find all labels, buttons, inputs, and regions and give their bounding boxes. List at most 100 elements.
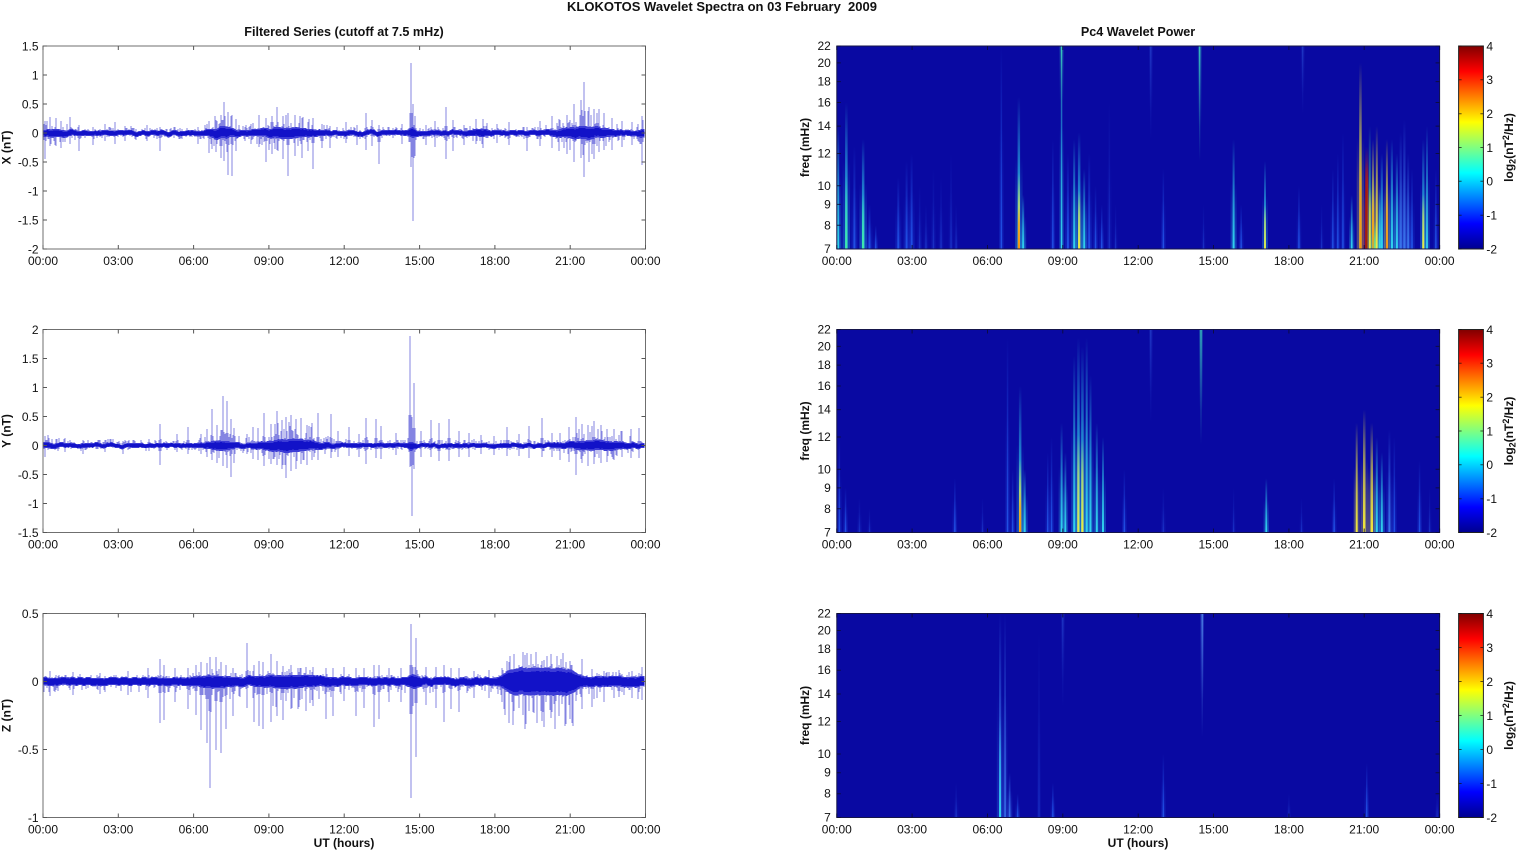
svg-text:03:00: 03:00 (103, 538, 133, 552)
svg-text:00:00: 00:00 (28, 254, 58, 268)
svg-text:03:00: 03:00 (897, 823, 927, 837)
svg-text:-2: -2 (1486, 526, 1497, 540)
svg-text:21:00: 21:00 (555, 823, 585, 837)
svg-text:00:00: 00:00 (630, 538, 660, 552)
svg-text:18: 18 (817, 358, 831, 372)
svg-text:3: 3 (1486, 357, 1493, 371)
svg-text:-1: -1 (28, 811, 39, 825)
svg-text:15:00: 15:00 (1198, 254, 1228, 268)
svg-text:9: 9 (824, 481, 831, 495)
svg-text:00:00: 00:00 (28, 538, 58, 552)
svg-text:18:00: 18:00 (480, 538, 510, 552)
svg-text:03:00: 03:00 (897, 254, 927, 268)
svg-text:22: 22 (817, 323, 831, 337)
svg-text:00:00: 00:00 (1425, 254, 1455, 268)
svg-text:21:00: 21:00 (1349, 823, 1379, 837)
svg-text:12:00: 12:00 (329, 823, 359, 837)
svg-text:7: 7 (824, 811, 831, 825)
svg-text:12:00: 12:00 (329, 254, 359, 268)
svg-text:0: 0 (32, 675, 39, 689)
svg-text:06:00: 06:00 (972, 538, 1002, 552)
svg-text:16: 16 (817, 96, 831, 110)
svg-text:1.5: 1.5 (22, 39, 39, 53)
svg-text:06:00: 06:00 (972, 254, 1002, 268)
svg-text:0.5: 0.5 (22, 410, 39, 424)
svg-text:20: 20 (817, 339, 831, 353)
svg-text:22: 22 (817, 39, 831, 53)
svg-text:18:00: 18:00 (1274, 538, 1304, 552)
svg-text:00:00: 00:00 (822, 254, 852, 268)
svg-text:21:00: 21:00 (1349, 538, 1379, 552)
svg-text:15:00: 15:00 (1198, 538, 1228, 552)
svg-text:3: 3 (1486, 641, 1493, 655)
svg-text:-1: -1 (1486, 492, 1497, 506)
svg-text:7: 7 (824, 526, 831, 540)
svg-text:00:00: 00:00 (822, 538, 852, 552)
svg-text:-1: -1 (1486, 777, 1497, 791)
svg-text:-1.5: -1.5 (18, 526, 39, 540)
svg-text:4: 4 (1486, 39, 1493, 53)
svg-text:09:00: 09:00 (254, 823, 284, 837)
svg-text:9: 9 (824, 766, 831, 780)
svg-text:09:00: 09:00 (1048, 823, 1078, 837)
svg-text:UT (hours): UT (hours) (314, 836, 375, 850)
svg-text:09:00: 09:00 (254, 538, 284, 552)
svg-text:freq (mHz): freq (mHz) (798, 401, 812, 460)
svg-text:0: 0 (32, 439, 39, 453)
svg-text:Pc4 Wavelet Power: Pc4 Wavelet Power (1081, 25, 1195, 39)
svg-text:00:00: 00:00 (630, 823, 660, 837)
svg-text:14: 14 (817, 687, 831, 701)
svg-text:06:00: 06:00 (972, 823, 1002, 837)
svg-text:06:00: 06:00 (179, 823, 209, 837)
svg-text:2: 2 (1486, 391, 1493, 405)
svg-text:10: 10 (817, 179, 831, 193)
svg-text:log2(nT2/Hz): log2(nT2/Hz) (1501, 113, 1518, 182)
svg-text:09:00: 09:00 (254, 254, 284, 268)
svg-text:freq (mHz): freq (mHz) (798, 686, 812, 745)
svg-text:15:00: 15:00 (405, 254, 435, 268)
svg-text:10: 10 (817, 747, 831, 761)
svg-text:03:00: 03:00 (103, 254, 133, 268)
svg-text:1: 1 (1486, 709, 1493, 723)
svg-text:8: 8 (824, 787, 831, 801)
svg-text:00:00: 00:00 (28, 823, 58, 837)
svg-text:18: 18 (817, 642, 831, 656)
svg-text:20: 20 (817, 624, 831, 638)
svg-text:UT (hours): UT (hours) (1108, 836, 1169, 850)
svg-text:09:00: 09:00 (1048, 254, 1078, 268)
svg-text:0.5: 0.5 (22, 607, 39, 621)
svg-text:0: 0 (1486, 175, 1493, 189)
svg-text:-0.5: -0.5 (18, 155, 39, 169)
svg-text:10: 10 (817, 462, 831, 476)
svg-text:1: 1 (1486, 424, 1493, 438)
svg-text:1: 1 (32, 68, 39, 82)
svg-text:15:00: 15:00 (1198, 823, 1228, 837)
svg-text:14: 14 (817, 403, 831, 417)
svg-text:log2(nT2/Hz): log2(nT2/Hz) (1501, 681, 1518, 750)
svg-text:-1: -1 (28, 497, 39, 511)
svg-text:Filtered Series (cutoff at 7.5: Filtered Series (cutoff at 7.5 mHz) (244, 25, 443, 39)
svg-text:2: 2 (1486, 675, 1493, 689)
svg-text:14: 14 (817, 119, 831, 133)
svg-text:9: 9 (824, 197, 831, 211)
svg-text:-2: -2 (1486, 811, 1497, 825)
svg-text:06:00: 06:00 (179, 538, 209, 552)
svg-text:-2: -2 (1486, 242, 1497, 256)
svg-text:-2: -2 (28, 242, 39, 256)
svg-text:12:00: 12:00 (1123, 823, 1153, 837)
svg-text:00:00: 00:00 (630, 254, 660, 268)
svg-text:12:00: 12:00 (329, 538, 359, 552)
svg-text:12:00: 12:00 (1123, 538, 1153, 552)
svg-text:12: 12 (817, 430, 831, 444)
svg-text:2: 2 (32, 323, 39, 337)
svg-text:3: 3 (1486, 73, 1493, 87)
svg-text:21:00: 21:00 (555, 538, 585, 552)
svg-text:12:00: 12:00 (1123, 254, 1153, 268)
svg-text:18:00: 18:00 (480, 254, 510, 268)
svg-text:-1.5: -1.5 (18, 213, 39, 227)
svg-text:8: 8 (824, 502, 831, 516)
svg-text:0: 0 (1486, 743, 1493, 757)
svg-text:00:00: 00:00 (822, 823, 852, 837)
svg-text:00:00: 00:00 (1425, 538, 1455, 552)
svg-text:06:00: 06:00 (179, 254, 209, 268)
